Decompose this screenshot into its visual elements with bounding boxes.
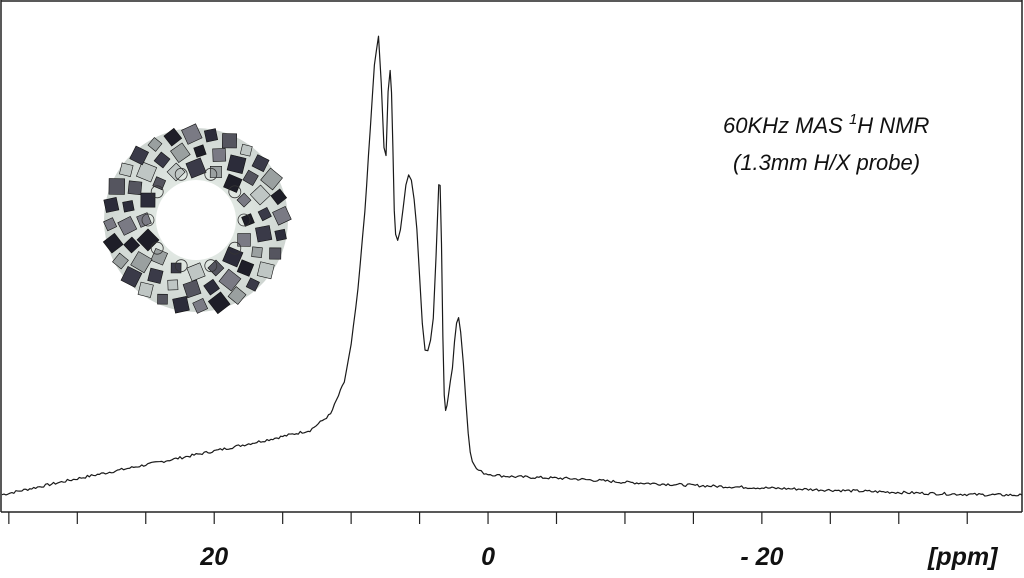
inset-polyhedron xyxy=(102,232,124,254)
inset-polyhedron xyxy=(167,279,179,291)
inset-polyhedron xyxy=(127,180,143,196)
inset-pore xyxy=(156,180,236,260)
inset-polyhedron xyxy=(129,145,150,166)
inset-polyhedron xyxy=(255,225,273,243)
inset-polyhedron xyxy=(237,233,251,247)
inset-polyhedron xyxy=(147,267,164,284)
inset-polyhedron xyxy=(185,157,207,179)
inset-polyhedron xyxy=(203,128,219,143)
inset-polyhedron xyxy=(257,206,272,222)
spectrum-line xyxy=(1,35,1023,497)
inset-linker-ring xyxy=(141,213,155,227)
inset-polyhedron xyxy=(117,215,138,236)
inset-polyhedron xyxy=(236,192,252,208)
annotation-line-1-sup: 1 xyxy=(849,111,857,128)
inset-polyhedron xyxy=(119,162,134,177)
inset-polyhedron xyxy=(221,133,238,149)
inset-polyhedron xyxy=(239,143,253,157)
inset-polyhedron xyxy=(137,281,154,298)
annotation-line-1-before: 60KHz MAS xyxy=(723,113,849,138)
inset-polyhedron xyxy=(212,148,227,162)
inset-linker-ring xyxy=(150,185,164,199)
inset-polyhedron xyxy=(152,176,167,191)
annotation-line-1-after: H NMR xyxy=(857,113,929,138)
inset-linker-ring xyxy=(174,259,188,273)
inset-polyhedron xyxy=(157,293,168,305)
inset-polyhedron xyxy=(136,228,160,252)
inset-polyhedron xyxy=(236,259,255,277)
inset-polyhedron xyxy=(269,247,282,260)
inset-linker-ring xyxy=(150,241,164,255)
inset-polyhedron xyxy=(136,161,158,183)
inset-polyhedron xyxy=(272,206,292,226)
inset-polyhedron xyxy=(181,123,203,145)
inset-polyhedron xyxy=(226,154,247,174)
inset-polyhedron xyxy=(182,279,202,299)
inset-linker-ring xyxy=(204,259,218,273)
inset-polyhedron xyxy=(270,188,288,206)
inset-polyhedron xyxy=(123,236,141,254)
inset-polyhedron xyxy=(241,213,255,227)
x-tick-label: - 20 xyxy=(740,543,783,571)
inset-polyhedron xyxy=(120,265,143,288)
inset-polyhedron xyxy=(150,248,168,266)
inset-linker-ring xyxy=(204,167,218,181)
inset-polyhedron xyxy=(166,162,186,182)
inset-polyhedron xyxy=(108,178,126,195)
inset-polyhedron xyxy=(103,197,120,213)
inset-polyhedron xyxy=(249,184,271,206)
inset-polyhedron xyxy=(153,151,171,169)
inset-polyhedron xyxy=(203,278,220,296)
inset-polyhedron xyxy=(251,246,263,258)
x-tick-label: 20 xyxy=(199,543,228,571)
inset-polyhedron xyxy=(223,173,243,193)
annotation-line-1: 60KHz MAS 1H NMR xyxy=(723,111,929,138)
inset-linker-ring xyxy=(228,241,242,255)
inset-polyhedron xyxy=(251,154,270,173)
inset-polyhedron xyxy=(242,169,259,187)
x-axis-unit-label: [ppm] xyxy=(927,543,999,571)
inset-polyhedron xyxy=(122,200,135,213)
inset-polyhedron xyxy=(207,291,231,315)
inset-polyhedron xyxy=(170,262,182,274)
inset-polyhedron xyxy=(193,144,207,158)
inset-polyhedron xyxy=(147,137,163,152)
inset-linker-ring xyxy=(174,167,188,181)
inset-polyhedron xyxy=(260,167,283,191)
inset-polyhedron xyxy=(103,217,118,232)
inset-polyhedron xyxy=(163,127,183,147)
inset-polyhedron xyxy=(186,262,206,282)
inset-polyhedron xyxy=(136,212,152,228)
inset-structure-image xyxy=(102,123,292,315)
inset-polyhedron xyxy=(192,298,209,314)
inset-polyhedron xyxy=(170,142,191,164)
inset-polyhedron xyxy=(140,192,156,208)
inset-polyhedron xyxy=(222,246,244,268)
inset-polyhedron xyxy=(172,295,190,314)
inset-linker-ring xyxy=(237,213,251,227)
inset-polyhedron xyxy=(256,261,275,280)
inset-polyhedron xyxy=(227,286,247,305)
inset-polyhedron xyxy=(274,228,287,242)
x-tick-label: 0 xyxy=(481,543,495,571)
inset-polyhedron xyxy=(245,277,260,292)
inset-polyhedron xyxy=(112,252,129,270)
inset-polyhedron xyxy=(130,251,153,274)
inset-polyhedron xyxy=(218,268,242,292)
annotation-line-2: (1.3mm H/X probe) xyxy=(733,150,920,175)
inset-linker-ring xyxy=(228,185,242,199)
